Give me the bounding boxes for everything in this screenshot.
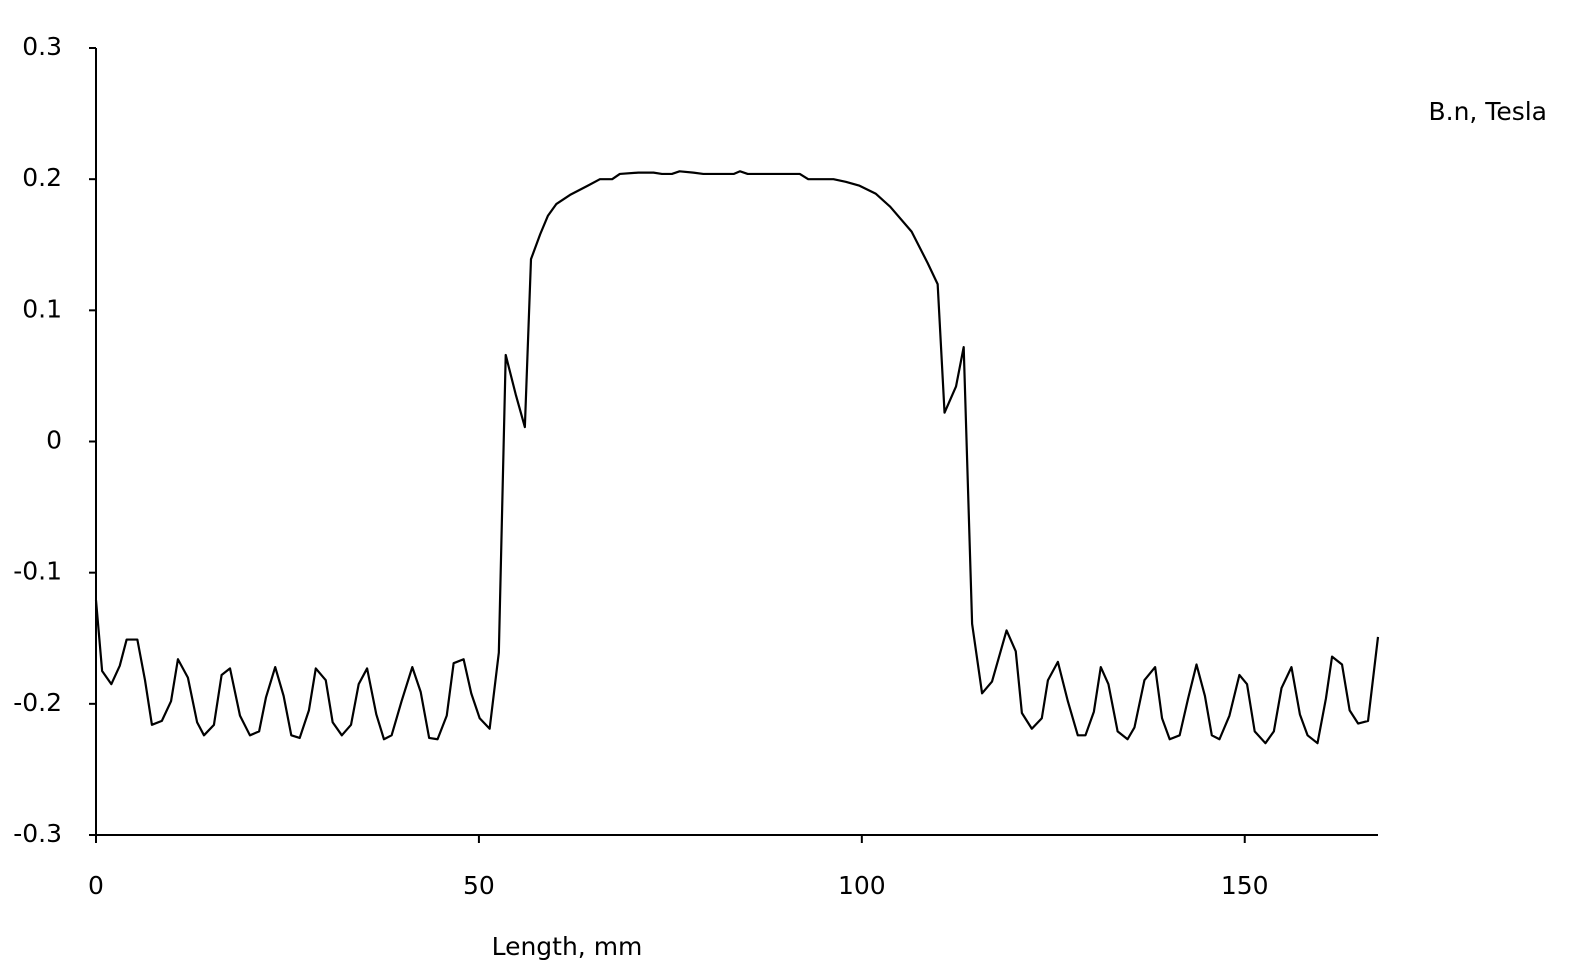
x-tick-label: 150 [1221,871,1269,900]
x-tick-label: 0 [88,871,104,900]
legend-label: B.n, Tesla [1428,97,1547,126]
y-tick-label: 0.2 [22,163,62,192]
x-tick-label: 100 [838,871,886,900]
y-tick-label: 0.3 [22,32,62,61]
x-axis-label: Length, mm [492,932,643,961]
y-tick-label: -0.2 [13,688,62,717]
y-tick-label: -0.1 [13,557,62,586]
y-tick-label: -0.3 [13,819,62,848]
y-tick-label: 0 [46,426,62,455]
data-line [94,170,1380,745]
x-tick-label: 50 [463,871,495,900]
y-tick-label: 0.1 [22,294,62,323]
